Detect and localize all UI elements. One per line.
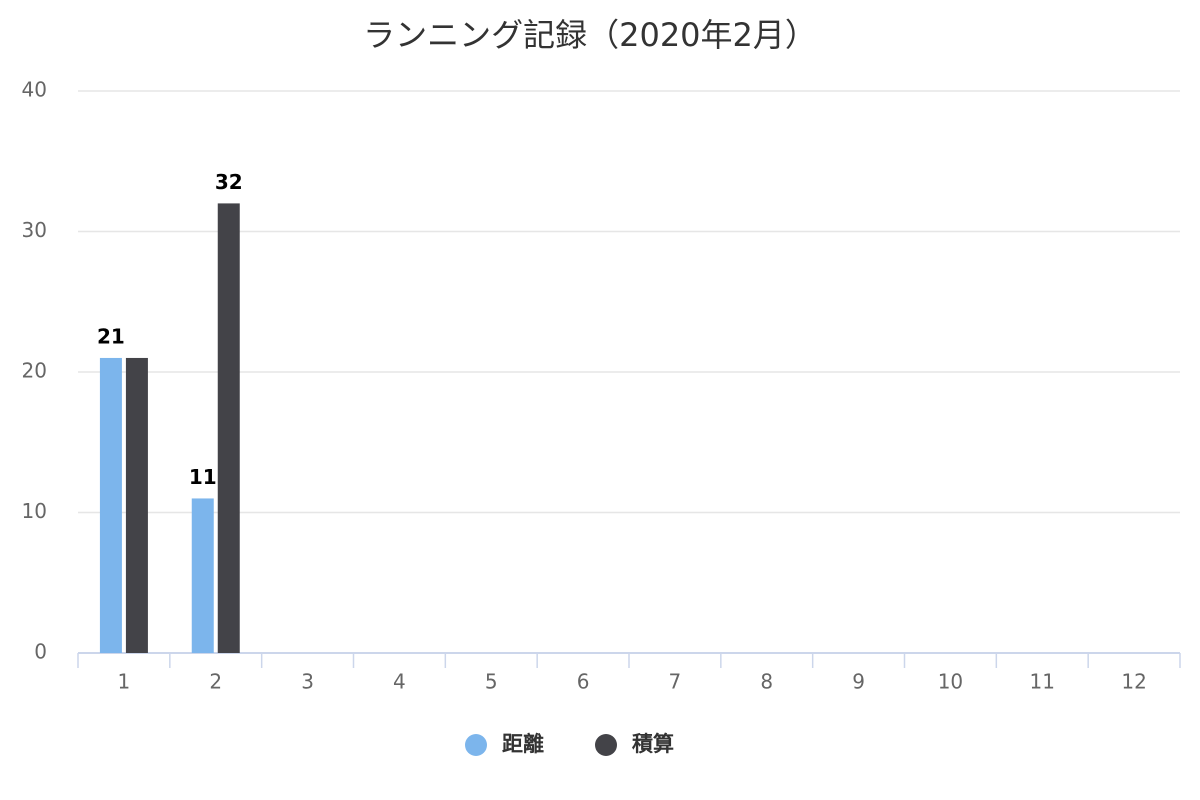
data-label: 21 xyxy=(97,324,125,348)
chart-title: ランニング記録（2020年2月） xyxy=(363,16,817,54)
x-tick-label: 7 xyxy=(669,670,682,694)
x-tick-label: 11 xyxy=(1030,670,1055,694)
x-tick-label: 6 xyxy=(577,670,590,694)
data-label: 11 xyxy=(189,465,217,489)
x-tick-label: 2 xyxy=(209,670,222,694)
x-tick-label: 3 xyxy=(301,670,314,694)
x-tick-label: 4 xyxy=(393,670,406,694)
bar xyxy=(99,357,122,653)
x-tick-label: 10 xyxy=(938,670,963,694)
legend-label: 距離 xyxy=(502,732,544,756)
y-tick-label: 20 xyxy=(22,359,47,383)
data-label: 32 xyxy=(215,170,243,194)
y-tick-label: 30 xyxy=(22,218,47,242)
y-tick-label: 10 xyxy=(22,499,47,523)
x-tick-label: 12 xyxy=(1121,670,1146,694)
bar xyxy=(217,203,240,653)
legend-label: 積算 xyxy=(632,732,674,756)
x-tick-label: 5 xyxy=(485,670,498,694)
y-tick-label: 40 xyxy=(22,78,47,102)
x-tick-label: 9 xyxy=(852,670,865,694)
x-tick-label: 8 xyxy=(760,670,773,694)
legend-marker xyxy=(595,734,617,756)
bar xyxy=(191,498,214,653)
bar xyxy=(125,357,148,653)
legend-marker xyxy=(465,734,487,756)
y-tick-label: 0 xyxy=(34,640,47,664)
x-tick-label: 1 xyxy=(118,670,131,694)
